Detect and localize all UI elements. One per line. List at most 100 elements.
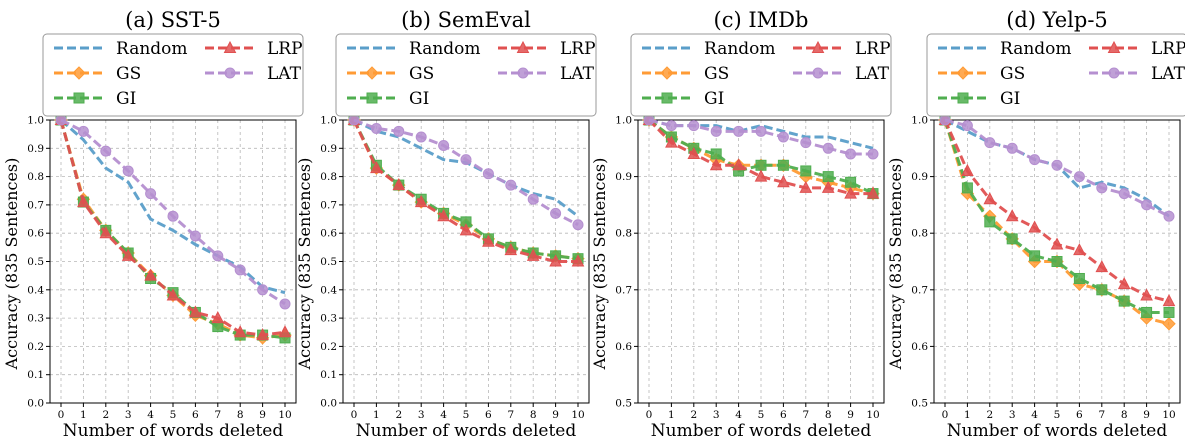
y-tick-label: 0.8	[27, 171, 44, 183]
x-tick-label: 2	[690, 409, 697, 421]
x-tick-label: 5	[463, 409, 470, 421]
legend: Random LRP GS LAT GI	[926, 33, 1185, 117]
legend-label: LAT	[560, 64, 595, 84]
point-gi	[984, 216, 996, 228]
x-tick-label: 1	[668, 409, 675, 421]
point-lrp	[99, 226, 113, 239]
legend-label: GI	[1000, 89, 1020, 109]
y-tick-label: 1.0	[615, 115, 632, 127]
y-tick-label: 0.2	[320, 341, 337, 353]
point-lat	[867, 148, 879, 160]
y-axis-label: Accuracy (835 Sentences)	[590, 158, 609, 371]
point-gi	[1051, 256, 1063, 267]
legend-marker	[72, 66, 86, 80]
point-lat	[1141, 199, 1153, 211]
point-lat	[415, 131, 427, 143]
point-lat	[845, 148, 857, 160]
legend-marker	[365, 66, 379, 80]
y-tick-label: 0.8	[320, 171, 337, 183]
legend: Random LRP GS LAT GI	[42, 33, 304, 117]
series-group	[54, 112, 292, 345]
point-gi	[822, 171, 834, 183]
legend-item-gi: GI	[938, 89, 1020, 109]
point-lat	[822, 142, 834, 154]
x-tick-label: 2	[986, 409, 993, 421]
point-lat	[710, 125, 722, 137]
legend-marker	[660, 66, 674, 80]
legend-label: GI	[704, 89, 724, 109]
point-lat	[279, 298, 291, 310]
point-lrp	[1117, 277, 1131, 290]
legend-label: GI	[116, 89, 136, 109]
legend-marker	[1107, 40, 1121, 53]
legend-marker	[661, 92, 673, 104]
x-tick-label: 10	[278, 409, 291, 421]
x-tick-label: 9	[1143, 409, 1150, 421]
point-lat	[527, 193, 539, 205]
x-tick-label: 9	[847, 409, 854, 421]
point-lat	[800, 137, 812, 149]
point-lat	[189, 230, 201, 242]
x-tick-label: 4	[440, 409, 447, 421]
legend-label: LAT	[267, 64, 302, 84]
legend-label: LRP	[855, 39, 891, 59]
point-lat	[984, 137, 996, 149]
point-lat	[550, 207, 562, 219]
legend-item-gs: GS	[54, 64, 141, 84]
legend-box	[926, 33, 1185, 117]
y-tick-label: 0.9	[911, 171, 928, 183]
legend-item-gi: GI	[54, 89, 136, 109]
y-tick-label: 0.8	[615, 228, 632, 240]
point-gi	[800, 165, 812, 177]
legend-label: GS	[116, 64, 141, 84]
x-tick-label: 0	[942, 409, 949, 421]
legend-label: GS	[409, 64, 434, 84]
x-tick-label: 4	[735, 409, 742, 421]
point-lat	[688, 120, 700, 132]
legend-item-lat: LAT	[498, 64, 595, 84]
point-lat	[755, 125, 767, 137]
y-tick-label: 0.5	[320, 256, 337, 268]
point-lrp	[256, 328, 269, 341]
x-tick-label: 6	[485, 409, 492, 421]
x-tick-label: 1	[373, 409, 380, 421]
x-tick-label: 8	[530, 409, 537, 421]
x-tick-label: 8	[1121, 409, 1128, 421]
legend-item-lrp: LRP	[1089, 39, 1185, 59]
point-gi	[710, 148, 722, 160]
y-tick-label: 1.0	[27, 115, 44, 127]
legend-item-random: Random	[54, 39, 188, 59]
point-lrp	[1073, 243, 1086, 256]
x-tick-label: 3	[418, 409, 425, 421]
legend-marker	[1108, 67, 1120, 79]
panel-title: (a) SST-5	[125, 8, 221, 32]
point-lat	[1096, 182, 1108, 194]
legend-label: Random	[116, 39, 188, 59]
point-lrp	[777, 175, 790, 188]
chart-panel-4: (d) Yelp-5 0.5 0.6 0.7 0.8 0.9 1.0 0 1 2 3 4 5 6 7 8 9 10…	[886, 8, 1185, 441]
y-tick-label: 0.3	[320, 313, 337, 325]
point-lat	[1029, 154, 1041, 166]
x-tick-label: 10	[866, 409, 879, 421]
legend-label: LRP	[1151, 39, 1185, 59]
y-tick-label: 0.1	[320, 369, 337, 381]
point-lat	[257, 284, 269, 296]
point-lrp	[144, 268, 157, 281]
series-line-gi	[648, 118, 874, 195]
point-gi	[845, 176, 857, 188]
legend-label: LAT	[855, 64, 890, 84]
y-tick-label: 0.6	[615, 341, 632, 353]
y-tick-label: 0.5	[911, 398, 928, 410]
point-lat	[438, 139, 450, 151]
point-lrp	[121, 248, 135, 261]
point-lrp	[482, 234, 495, 247]
point-lat	[212, 250, 224, 262]
point-lrp	[961, 163, 974, 176]
point-lrp	[866, 186, 880, 199]
point-lrp	[754, 169, 768, 182]
legend-marker	[224, 67, 236, 79]
x-tick-label: 2	[102, 409, 109, 421]
point-lat	[460, 154, 472, 166]
point-lrp	[526, 248, 540, 261]
